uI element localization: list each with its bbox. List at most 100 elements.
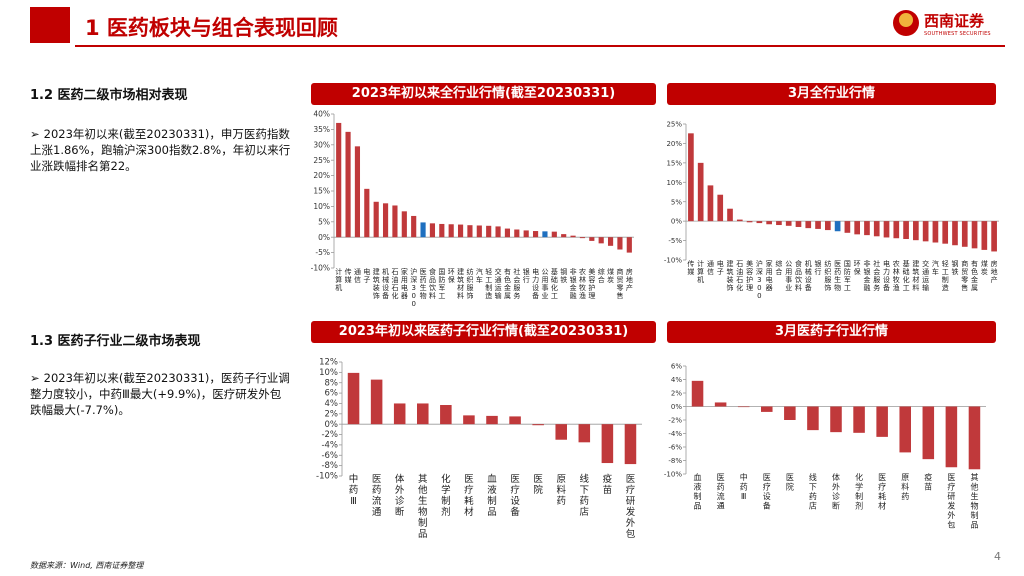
category-label: 非银金融 [863,259,870,292]
y-tick-label: -10% [664,471,682,479]
category-label: 沪深 3 0 0 [756,259,763,300]
panel-header-march-industry: 3月全行业行情 [667,83,996,105]
bar-通信 [354,146,361,238]
bar-汽车 [932,221,939,243]
bar-建筑装饰 [373,201,379,238]
category-label: 美容护理 [746,259,753,292]
category-label: 社会服务 [873,259,880,292]
category-label: 计算机 [335,267,342,292]
category-label: 化学制剂 [855,472,863,511]
bar-美容护理 [746,221,753,223]
category-label: 医疗研发外包 [947,473,955,530]
category-label: 通信 [354,267,361,284]
logo-sun-icon [899,13,913,27]
category-label: 医疗设备 [763,473,771,511]
data-source-note: 数据来源：Wind, 西南证券整理 [30,561,144,570]
bar-医疗研发外包 [945,406,958,468]
y-tick-label: 40% [313,110,330,119]
y-tick-label: 4% [671,376,682,384]
bar-电力设备 [883,221,890,238]
bullet-subindustry-text: 2023年初以来(截至20230331)，医药子行业调整力度较小，中药Ⅲ最大(+… [30,371,290,417]
category-label: 农林牧渔 [579,267,586,300]
category-label: 其他生物制品 [418,474,428,540]
bar-建筑材料 [457,224,464,238]
category-label: 基础化工 [551,267,558,300]
category-label: 轻工制造 [942,259,949,292]
bar-非银金融 [864,221,870,236]
chart-march-industry: -10% -5% 0% 5% 10% 15% 20% 25% 传媒计算机通信电子建筑装饰石油石化… [664,121,999,300]
bar-美容护理 [589,237,595,241]
category-label: 其他生物制品 [970,473,978,530]
bar-医疗设备 [761,406,773,412]
category-label: 血液制品 [487,473,497,518]
bar-石油石化 [392,205,398,238]
category-label: 汽车 [932,259,939,276]
y-tick-label: 25% [313,156,330,165]
category-label: 中药 Ⅲ [740,472,748,501]
y-tick-label: 5% [318,217,330,226]
bar-机械设备 [805,221,812,229]
bar-综合 [776,221,782,226]
category-label: 钢铁 [951,259,958,276]
bar-基础化工 [551,231,557,238]
y-tick-label: 6% [671,363,682,371]
bar-交通运输 [922,221,929,242]
category-label: 体外诊断 [832,472,840,511]
bar-线下药店 [578,424,591,443]
bar-房地产 [991,221,997,252]
bar-煤炭 [607,237,614,246]
bar-石油石化 [736,219,743,222]
bar-环保 [448,224,454,238]
category-label: 机械设备 [805,259,812,292]
panel-header-ytd-sub: 2023年初以来医药子行业行情(截至20230331) [311,321,656,343]
bar-化学制剂 [853,406,865,433]
bar-医疗设备 [509,416,521,425]
bar-基础化工 [903,221,909,240]
bar-中药Ⅲ [737,406,750,408]
y-tick-label: 5% [671,198,682,206]
y-tick-label: 2% [325,409,339,419]
category-label: 交通运输 [495,267,502,300]
bar-商贸零售 [617,237,623,250]
y-tick-label: 6% [325,389,339,399]
category-label: 石油石化 [736,260,743,292]
bar-综合 [598,237,604,244]
y-tick-label: -6% [668,444,682,452]
bar-医药生物 [834,221,841,232]
category-label: 通信 [707,259,714,276]
y-tick-label: -4% [321,441,338,451]
bar-房地产 [626,237,632,253]
y-tick-label: 20% [313,171,330,180]
bar-商贸零售 [961,221,968,247]
y-tick-label: 15% [666,159,682,167]
page-number: 4 [994,550,1001,563]
bar-建筑材料 [913,221,919,241]
bar-其他生物制品 [968,406,981,470]
bar-家用电器 [401,211,407,238]
y-tick-label: 30% [313,140,330,149]
category-label: 电力设备 [532,267,539,300]
bar-医院 [532,424,544,426]
bar-煤炭 [981,221,988,250]
y-tick-label: 0% [671,218,682,226]
y-tick-label: -4% [668,430,682,438]
category-label: 医药流通 [717,473,725,511]
bar-轻工制造 [942,221,949,244]
chart-ytd-industry: -10%-5%0%5%10%15%20%25%30%35%40%计算机传媒通信电… [311,110,634,308]
category-label: 中药 Ⅲ [349,473,359,507]
bar-公用事业 [542,231,548,238]
category-label: 体外诊断 [395,473,405,518]
chart-march-sub: -10% -8% -6% -4% -2% 0% 2% 4% 6% 血液制品 医药流通 中药 Ⅲ 医疗设备 医… [664,363,986,530]
y-tick-label: 2% [671,390,682,398]
y-tick-label: -8% [668,457,682,465]
category-label: 有色金属 [504,267,511,300]
category-label: 建筑装饰 [373,267,380,300]
bar-医药生物 [420,222,426,238]
y-tick-label: -6% [321,451,338,461]
category-label: 线下药店 [809,472,817,511]
category-label: 食品饮料 [795,259,802,292]
category-label: 环保 [854,260,861,276]
category-label: 银行 [523,267,530,284]
category-label: 疫苗 [924,472,932,492]
panel-header-march-sub: 3月医药子行业行情 [667,321,996,343]
